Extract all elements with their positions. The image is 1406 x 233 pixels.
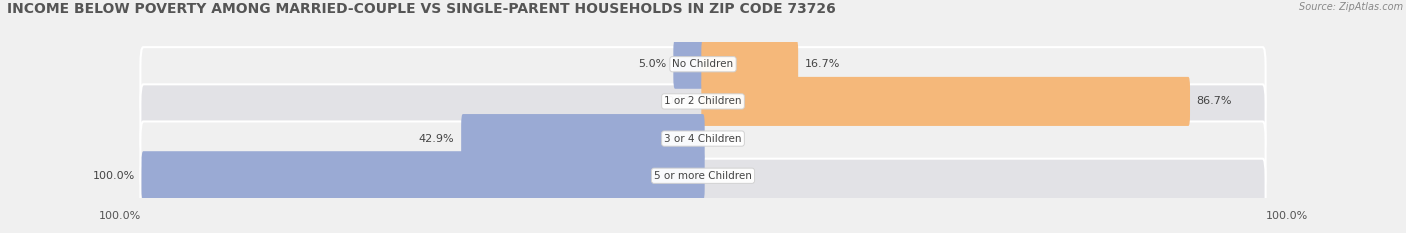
Text: 3 or 4 Children: 3 or 4 Children [664,134,742,144]
FancyBboxPatch shape [702,40,799,89]
FancyBboxPatch shape [461,114,704,163]
FancyBboxPatch shape [141,121,1265,193]
Text: 16.7%: 16.7% [804,59,841,69]
Text: 42.9%: 42.9% [419,134,454,144]
Text: 86.7%: 86.7% [1197,96,1232,106]
Text: 100.0%: 100.0% [98,211,141,221]
Text: 0.0%: 0.0% [711,134,740,144]
Text: 100.0%: 100.0% [1265,211,1308,221]
Text: 100.0%: 100.0% [93,171,135,181]
Text: 5 or more Children: 5 or more Children [654,171,752,181]
Text: INCOME BELOW POVERTY AMONG MARRIED-COUPLE VS SINGLE-PARENT HOUSEHOLDS IN ZIP COD: INCOME BELOW POVERTY AMONG MARRIED-COUPL… [7,2,835,16]
FancyBboxPatch shape [673,40,704,89]
FancyBboxPatch shape [141,47,1265,119]
Text: Source: ZipAtlas.com: Source: ZipAtlas.com [1299,2,1403,12]
Text: No Children: No Children [672,59,734,69]
Text: 5.0%: 5.0% [638,59,666,69]
Text: 0.0%: 0.0% [711,171,740,181]
FancyBboxPatch shape [142,151,704,200]
Text: 0.0%: 0.0% [666,96,695,106]
FancyBboxPatch shape [702,77,1189,126]
Text: 1 or 2 Children: 1 or 2 Children [664,96,742,106]
FancyBboxPatch shape [141,84,1265,156]
FancyBboxPatch shape [141,159,1265,230]
